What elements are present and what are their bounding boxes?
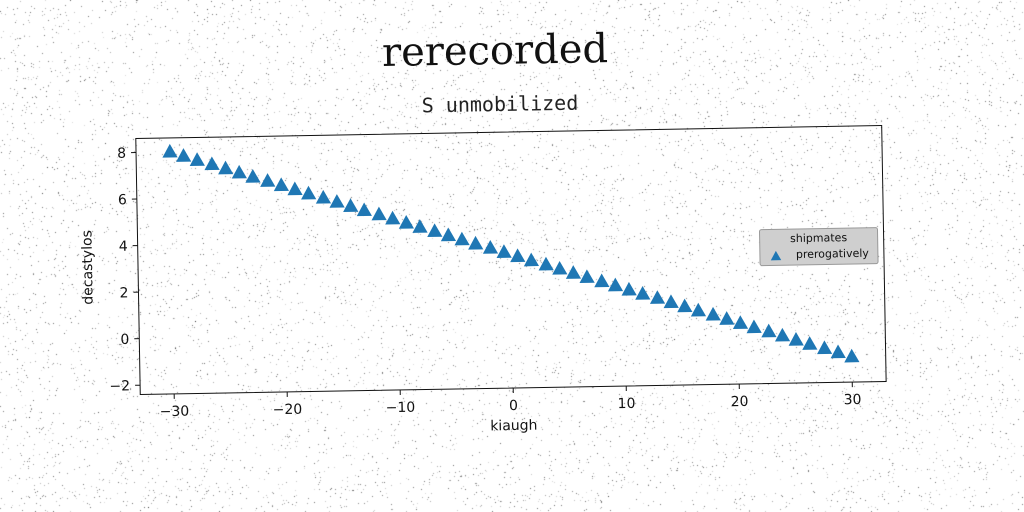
data-point (663, 294, 679, 309)
data-point (189, 152, 205, 167)
x-tick-label: −20 (273, 402, 303, 419)
data-point (468, 235, 484, 250)
data-point (510, 248, 526, 263)
y-axis: −2 0 2 4 6 8 (109, 146, 141, 395)
x-tick-label: −30 (160, 404, 190, 421)
data-point (371, 206, 387, 221)
data-point (231, 164, 247, 179)
x-axis: −30 −20 −10 0 10 20 30 (160, 382, 862, 421)
data-point (774, 327, 791, 342)
y-axis-label: decastylos (79, 230, 96, 305)
data-point (761, 323, 777, 338)
data-point (677, 298, 693, 313)
data-point (204, 156, 220, 171)
x-tick-label: −10 (386, 400, 416, 417)
data-point (260, 173, 276, 187)
data-point (690, 302, 707, 317)
data-point (343, 198, 359, 212)
data-point (746, 319, 762, 334)
data-point (162, 143, 178, 158)
data-point (245, 169, 261, 183)
data-point (356, 202, 372, 217)
legend-title: shipmates (790, 231, 847, 245)
data-point (579, 269, 595, 284)
data-point (844, 348, 860, 363)
data-point (788, 332, 804, 346)
y-tick-label: 0 (120, 332, 129, 348)
legend-marker (770, 250, 782, 261)
data-point (176, 148, 192, 162)
data-point (719, 311, 735, 325)
y-tick-label: 4 (119, 239, 128, 255)
legend-box (759, 227, 879, 267)
data-point (523, 252, 540, 267)
data-point (496, 244, 512, 258)
data-point (635, 286, 651, 300)
data-point (594, 273, 610, 288)
data-point (732, 315, 749, 330)
data-point (482, 240, 499, 254)
data-point (830, 344, 846, 359)
data-point (315, 189, 332, 204)
x-axis-label: kiaugh (490, 418, 537, 435)
data-point (607, 277, 624, 292)
y-tick-label: 8 (117, 146, 126, 162)
data-point (621, 281, 637, 296)
data-point (552, 260, 568, 275)
legend-entry-prerogatively: prerogatively (796, 247, 870, 261)
data-point (412, 219, 428, 233)
data-point (427, 223, 443, 238)
data-point (385, 210, 401, 225)
data-point (301, 185, 317, 200)
data-point (329, 194, 345, 208)
y-tick-label: 6 (118, 192, 127, 208)
legend: shipmates prerogatively (759, 227, 879, 267)
y-tick-label: −2 (109, 378, 130, 394)
x-tick-label: 0 (509, 398, 518, 414)
data-point (454, 231, 470, 246)
data-point (398, 214, 415, 229)
data-point (565, 265, 582, 279)
data-point (273, 177, 290, 192)
x-tick-label: 10 (617, 396, 635, 412)
data-point (649, 290, 666, 304)
data-point (218, 160, 234, 175)
data-point (440, 227, 457, 242)
y-tick-label: 2 (119, 285, 128, 301)
x-tick-label: 30 (844, 392, 862, 408)
x-tick-label: 20 (730, 394, 748, 410)
data-point (705, 306, 721, 321)
data-point (538, 256, 554, 271)
data-point (817, 340, 833, 355)
data-point (802, 336, 818, 350)
data-point (287, 181, 303, 196)
series-prerogatively (162, 143, 860, 363)
